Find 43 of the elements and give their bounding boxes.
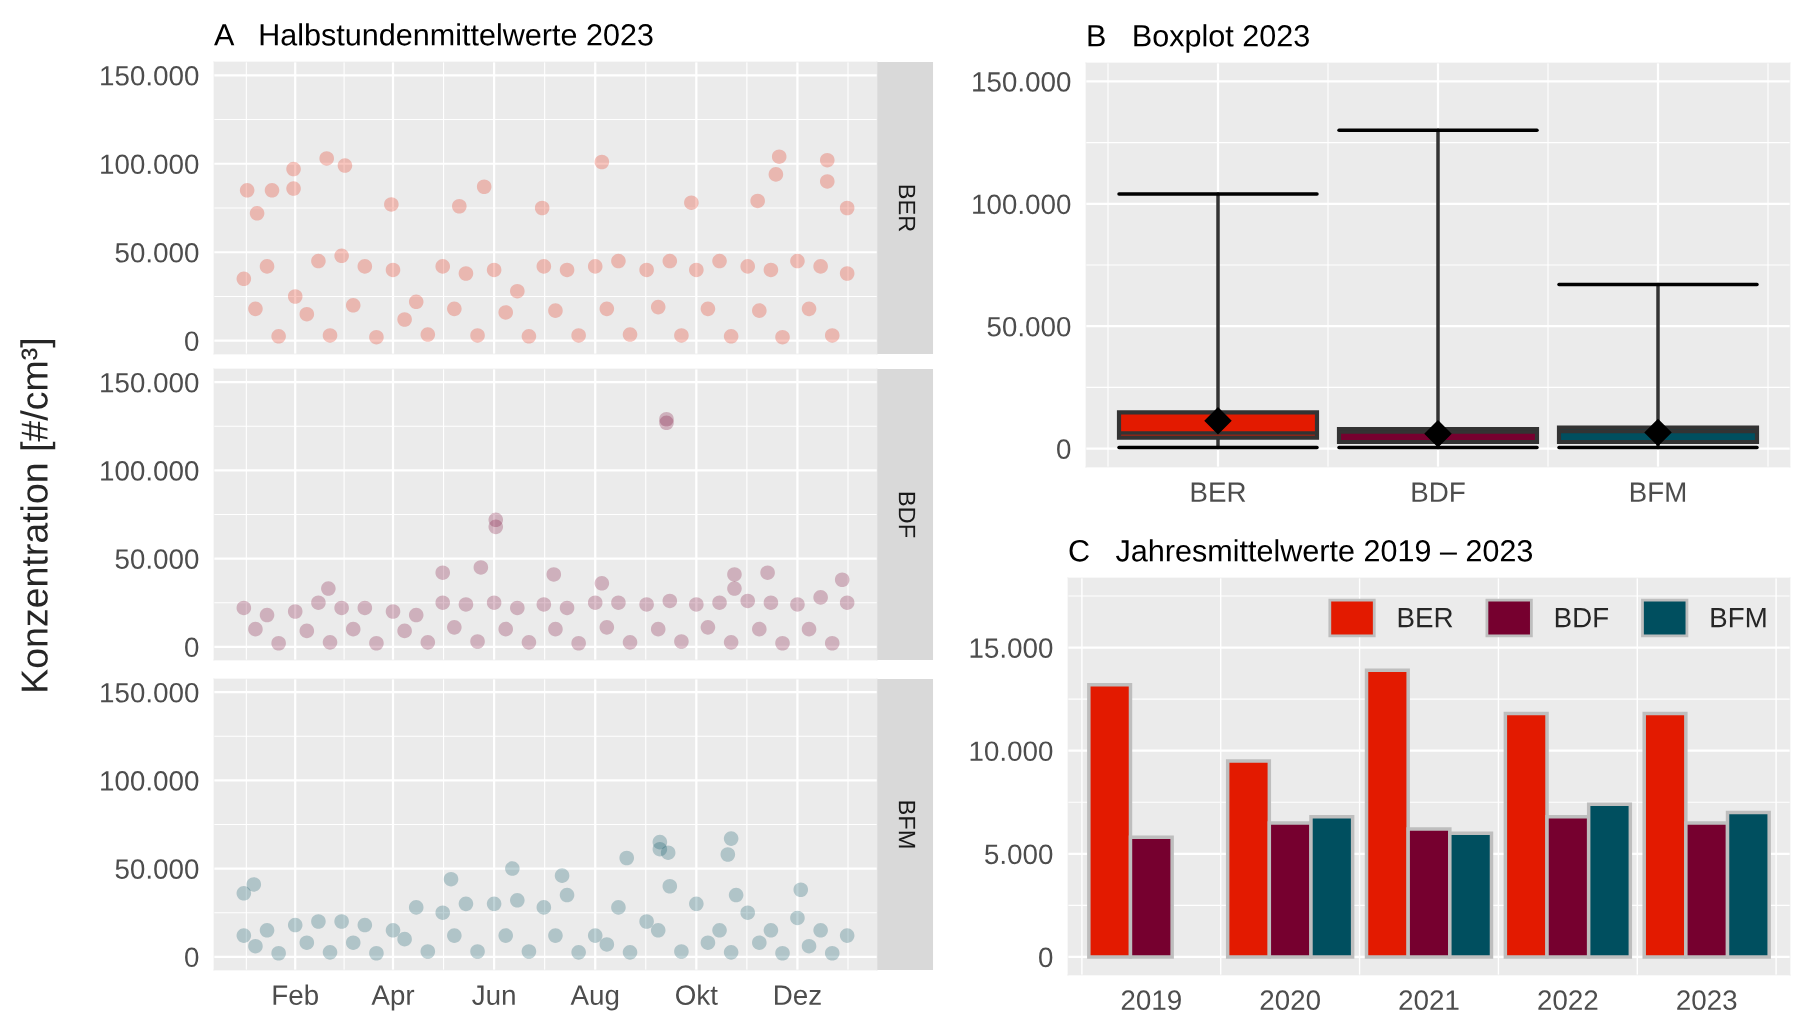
x-tick-label: Apr [371,985,415,1011]
y-tick-label: 100.000 [101,154,199,175]
y-tick-label: 0 [185,947,199,968]
chart-title: C Jahresmittelwerte 2019 – 2023 [1069,539,1533,562]
text: BFM [898,801,916,848]
y-tick-label: 15.000 [970,638,1053,658]
y-tick-label: 5.000 [985,844,1053,865]
y-tick-label: 0 [185,331,199,352]
y-tick-label: 50.000 [115,549,199,569]
legend-label: BFM [1711,608,1766,628]
text: BER [898,185,916,232]
y-tick-label: 150.000 [973,72,1071,92]
x-tick-label: Okt [676,984,718,1005]
y-tick-label: 0 [1057,439,1071,459]
x-tick-label: BDF [1412,482,1465,502]
x-tick-label: Feb [273,984,318,1005]
y-tick-label: 50.000 [987,316,1071,337]
x-tick-label: BER [1191,482,1246,502]
x-tick-label: 2022 [1538,990,1598,1010]
y-axis-title: Konzentration [#/cm³] [20,340,56,691]
x-tick-label: Dez [775,985,821,1005]
x-tick-label: 2021 [1399,990,1459,1010]
y-tick-label: 150.000 [101,682,199,703]
y-tick-label: 100.000 [973,194,1071,215]
x-tick-label: 2020 [1260,990,1320,1010]
x-tick-label: Aug [570,985,619,1011]
y-tick-label: 0 [185,637,199,658]
y-tick-label: 50.000 [115,242,199,263]
y-tick-label: 150.000 [101,65,199,86]
x-tick-label: 2019 [1121,990,1181,1010]
legend-label: BER [1398,608,1453,628]
x-tick-label: BFM [1630,482,1686,502]
x-tick-label: Jun [472,985,515,1005]
y-tick-label: 50.000 [115,859,199,879]
y-tick-label: 10.000 [970,741,1053,762]
x-tick-label: 2023 [1677,990,1737,1010]
y-tick-label: 150.000 [101,372,199,393]
y-tick-label: 100.000 [101,461,199,481]
y-tick-label: 100.000 [101,771,199,791]
chart-title: B Boxplot 2023 [1088,24,1309,53]
chart-title: A Halbstundenmittelwerte 2023 [214,23,653,46]
y-tick-label: 0 [1039,947,1053,968]
legend-label: BDF [1555,608,1609,628]
